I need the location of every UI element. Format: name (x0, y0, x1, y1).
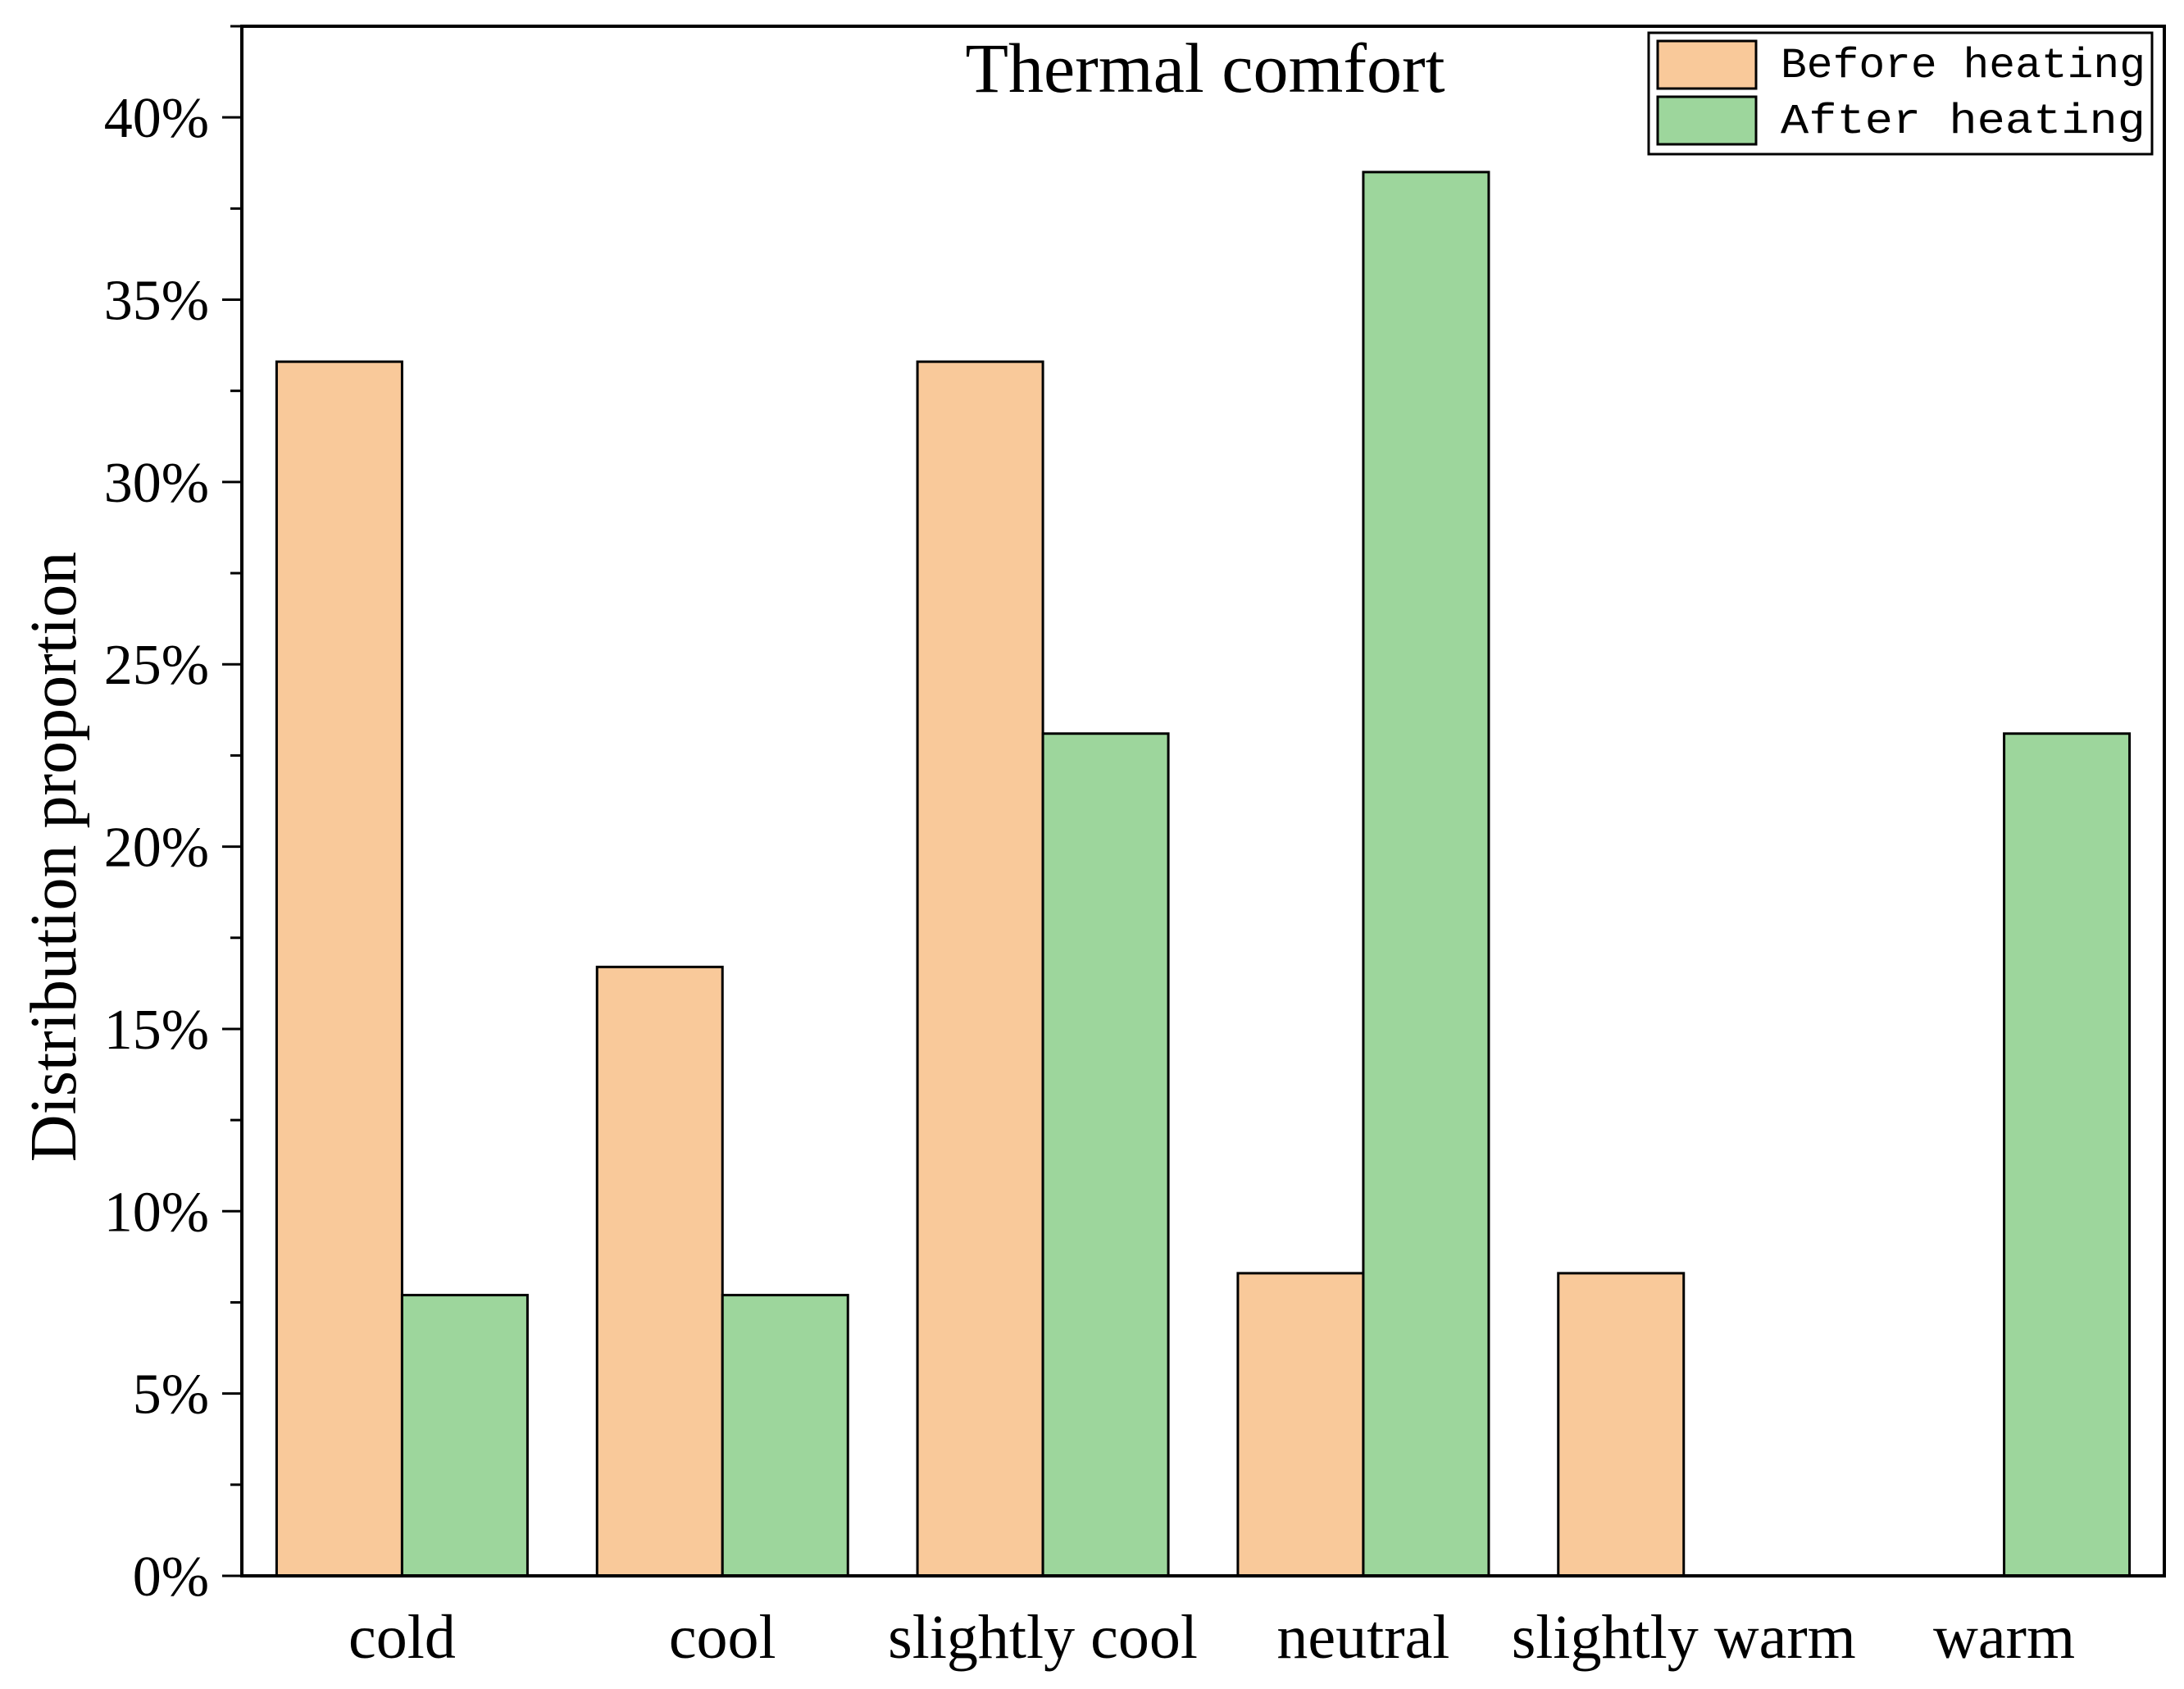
x-tick-label: slightly warm (1512, 1603, 1856, 1672)
bar-after-cold (400, 1294, 529, 1577)
y-tick-label: 10% (104, 1181, 209, 1244)
bar-before-neutral (1236, 1272, 1365, 1577)
x-axis: cold cool slightly cool neutral slightly war… (348, 1603, 2075, 1672)
bars-layer (275, 171, 2132, 1577)
legend-swatch (1656, 39, 1758, 90)
y-axis: 0% 5% 10% 15% 20% 25% 30% 35% 40% (104, 25, 242, 1609)
x-tick-label: neutral (1276, 1603, 1449, 1672)
x-tick-label: slightly cool (888, 1603, 1198, 1672)
x-tick-label: warm (1933, 1603, 2075, 1672)
y-axis-label: Distribution proportion (18, 552, 90, 1162)
legend-label: Before heating (1781, 42, 2145, 90)
y-tick-label: 20% (104, 817, 209, 880)
y-tick-label: 5% (133, 1363, 209, 1427)
y-tick-label: 30% (104, 452, 209, 515)
legend-label: After heating (1781, 98, 2145, 146)
bar-before-cool (595, 965, 724, 1577)
bar-before-slightly-cool (916, 360, 1044, 1577)
bar-after-slightly-cool (1041, 732, 1170, 1577)
legend-swatch (1656, 95, 1758, 146)
plot-frame (240, 25, 2166, 1577)
legend: Before heating After heating (1647, 31, 2154, 156)
y-tick-label: 35% (104, 270, 209, 333)
y-tick-label: 15% (104, 999, 209, 1062)
bar-after-cool (721, 1294, 849, 1577)
bar-before-cold (275, 360, 403, 1577)
y-tick-label: 25% (104, 634, 209, 697)
x-tick-label: cold (348, 1603, 456, 1672)
x-tick-label: cool (669, 1603, 776, 1672)
y-tick-label: 0% (133, 1546, 209, 1609)
bar-after-neutral (1362, 171, 1490, 1577)
bar-before-slightly-warm (1557, 1272, 1686, 1577)
chart-title: Thermal comfort (965, 29, 1445, 107)
y-tick-label: 40% (104, 87, 209, 150)
bar-after-warm (2003, 732, 2132, 1577)
